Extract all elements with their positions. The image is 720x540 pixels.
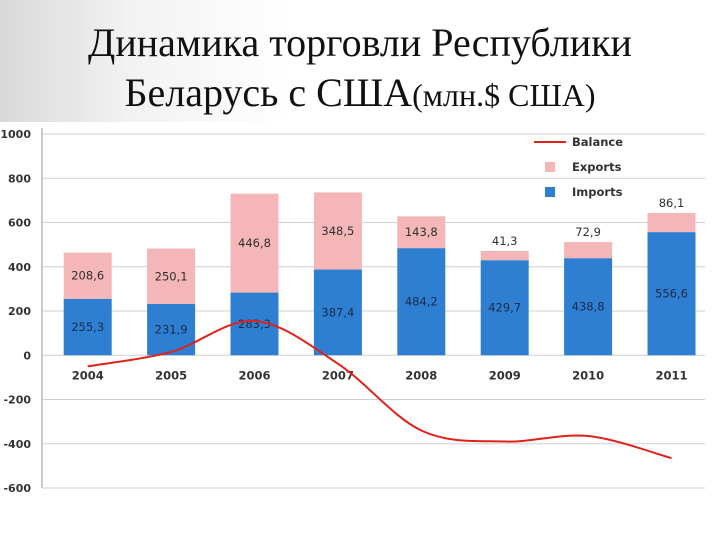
title-line-2-unit: (млн.$ США) — [412, 77, 596, 113]
data-label-exports: 41,3 — [492, 234, 518, 248]
x-tick-label: 2008 — [405, 368, 437, 382]
x-tick-label: 2007 — [322, 368, 354, 382]
data-label-imports: 231,9 — [155, 323, 188, 337]
data-label-exports: 86,1 — [659, 196, 685, 210]
data-label-imports: 255,3 — [71, 320, 104, 334]
data-label-exports: 348,5 — [321, 224, 354, 238]
y-tick-label: -200 — [3, 394, 31, 407]
bar-exports — [63, 252, 112, 299]
title-line-2: Беларусь с США(млн.$ США) — [0, 68, 720, 120]
bar-exports — [564, 242, 613, 259]
y-tick-label: 200 — [8, 305, 31, 318]
bar-imports — [647, 232, 696, 356]
bar-exports — [147, 248, 196, 304]
title-line-2-main: Беларусь с США — [124, 70, 413, 115]
data-label-imports: 438,8 — [572, 300, 605, 314]
y-tick-label: 400 — [8, 261, 31, 274]
data-label-imports: 556,6 — [655, 287, 688, 301]
bar-exports — [480, 251, 529, 261]
data-label-imports: 387,4 — [321, 305, 354, 319]
slide-title: Динамика торговли Республики Беларусь с … — [0, 18, 720, 120]
x-tick-label: 2005 — [155, 368, 187, 382]
data-label-exports: 143,8 — [405, 225, 438, 239]
x-tick-label: 2010 — [572, 368, 604, 382]
x-tick-label: 2009 — [489, 368, 521, 382]
y-tick-label: 600 — [8, 217, 31, 230]
legend-label-balance: Balance — [572, 135, 623, 149]
bar-exports — [397, 216, 446, 249]
y-tick-label: 1000 — [0, 128, 31, 141]
data-label-imports: 484,2 — [405, 295, 438, 309]
x-tick-label: 2004 — [72, 368, 104, 382]
y-tick-label: 800 — [8, 172, 31, 185]
data-label-exports: 446,8 — [238, 236, 271, 250]
data-label-imports: 429,7 — [488, 301, 521, 315]
bar-imports — [564, 258, 613, 356]
title-background — [0, 0, 720, 122]
bar-imports — [63, 298, 112, 356]
bar-exports — [230, 193, 279, 293]
legend-swatch-exports — [545, 162, 555, 172]
bar-imports — [480, 260, 529, 356]
chart-panel: 1000 800 600 400 200 0 -200 -400 -600 2004 2005 200… — [0, 122, 720, 510]
legend-label-imports: Imports — [572, 185, 623, 199]
data-label-exports: 250,1 — [155, 269, 188, 283]
y-tick-label: -600 — [3, 482, 31, 495]
data-label-exports: 72,9 — [575, 225, 601, 239]
bar-imports — [313, 269, 362, 356]
bar-imports — [397, 248, 446, 356]
legend-label-exports: Exports — [572, 160, 622, 174]
x-tick-label: 2006 — [238, 368, 270, 382]
x-tick-label: 2011 — [655, 368, 687, 382]
title-line-1: Динамика торговли Республики — [88, 20, 632, 65]
y-tick-label: 0 — [23, 349, 31, 362]
bar-exports — [313, 192, 362, 270]
series-line-balance — [87, 319, 672, 460]
legend-swatch-imports — [545, 187, 555, 197]
y-tick-label: -400 — [3, 438, 31, 451]
trade-chart: 1000 800 600 400 200 0 -200 -400 -600 2004 2005 200… — [0, 128, 705, 495]
data-label-exports: 208,6 — [71, 269, 104, 283]
bar-exports — [647, 213, 696, 233]
